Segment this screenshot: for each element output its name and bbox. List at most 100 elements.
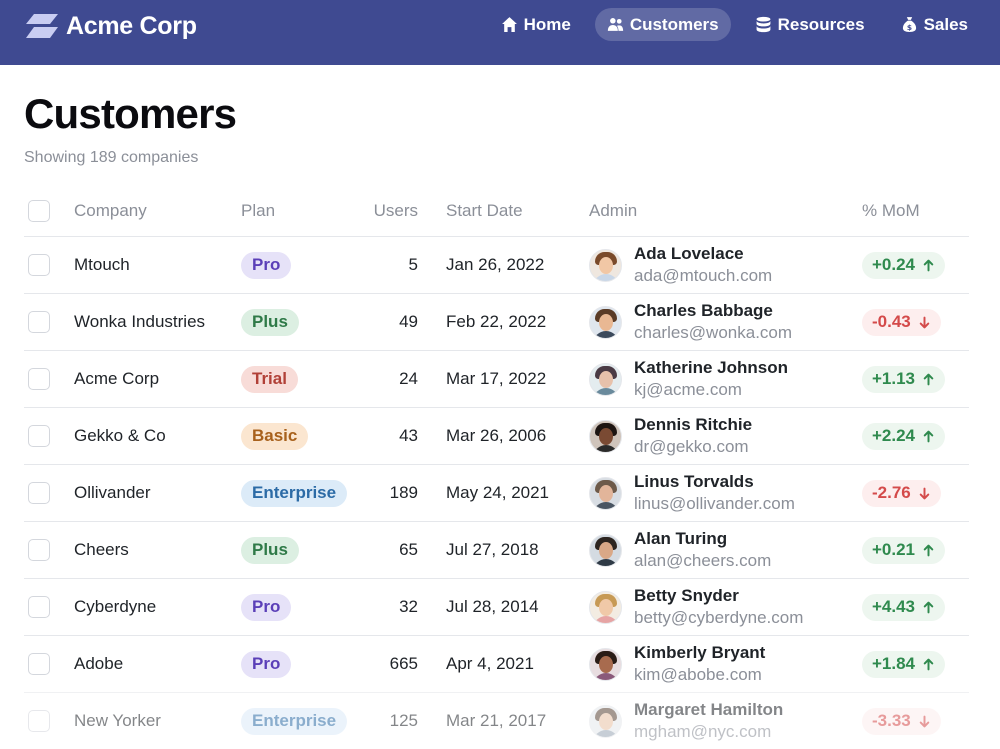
admin-email[interactable]: kj@acme.com <box>634 380 742 399</box>
svg-text:$: $ <box>906 23 911 32</box>
plan-badge: Plus <box>241 308 299 336</box>
row-checkbox[interactable] <box>28 254 50 276</box>
arrow-up-icon <box>923 601 934 613</box>
brand-name: Acme Corp <box>66 11 197 40</box>
avatar <box>589 476 622 510</box>
mom-value: +1.13 <box>872 369 916 388</box>
arrow-up-icon <box>923 373 934 385</box>
table-row[interactable]: New Yorker Enterprise 125 Mar 21, 2017 Marga… <box>24 692 969 749</box>
brand[interactable]: Acme Corp <box>24 10 197 42</box>
admin-email[interactable]: dr@gekko.com <box>634 437 749 456</box>
admin-email[interactable]: betty@cyberdyne.com <box>634 608 804 627</box>
nav-resources-label: Resources <box>777 14 865 34</box>
nav-customers[interactable]: Customers <box>594 8 731 41</box>
table-row[interactable]: Adobe Pro 665 Apr 4, 2021 Kimberly Bryant kim… <box>24 635 969 692</box>
mom-badge: +4.43 <box>862 593 946 621</box>
mom-badge: +1.84 <box>862 650 946 678</box>
users-count: 24 <box>399 369 418 388</box>
plan-badge: Basic <box>241 422 309 450</box>
arrow-down-icon <box>919 715 930 727</box>
column-header-company[interactable]: Company <box>74 201 147 220</box>
plan-badge: Enterprise <box>241 707 348 735</box>
admin-name: Alan Turing <box>634 529 728 548</box>
admin-email[interactable]: alan@cheers.com <box>634 551 772 570</box>
company-name: Cheers <box>74 540 129 559</box>
nav-home[interactable]: Home <box>489 8 583 41</box>
mom-badge: -0.43 <box>862 308 941 336</box>
admin-name: Linus Torvalds <box>634 472 754 491</box>
row-checkbox[interactable] <box>28 311 50 333</box>
users-icon <box>607 18 623 31</box>
column-header-start-date[interactable]: Start Date <box>446 201 523 220</box>
company-name: Mtouch <box>74 255 130 274</box>
arrow-up-icon <box>923 430 934 442</box>
table-row[interactable]: Gekko & Co Basic 43 Mar 26, 2006 Dennis Ritc… <box>24 407 969 464</box>
users-count: 49 <box>399 312 418 331</box>
plan-badge: Pro <box>241 650 292 678</box>
mom-badge: +1.13 <box>862 365 946 393</box>
users-count: 32 <box>399 597 418 616</box>
admin-email[interactable]: kim@abobe.com <box>634 665 762 684</box>
start-date: Mar 26, 2006 <box>446 426 547 445</box>
arrow-up-icon <box>923 259 934 271</box>
column-header-users[interactable]: Users <box>373 201 418 220</box>
mom-badge: -3.33 <box>862 707 941 735</box>
avatar <box>589 704 622 738</box>
company-name: Cyberdyne <box>74 597 157 616</box>
admin-email[interactable]: mgham@nyc.com <box>634 722 772 741</box>
users-count: 189 <box>389 483 418 502</box>
mom-badge: -2.76 <box>862 479 941 507</box>
acme-logo-icon <box>26 14 58 38</box>
nav-sales[interactable]: $ Sales <box>889 8 980 41</box>
admin-email[interactable]: linus@ollivander.com <box>634 494 795 513</box>
admin-name: Dennis Ritchie <box>634 415 753 434</box>
start-date: Jan 26, 2022 <box>446 255 545 274</box>
company-name: New Yorker <box>74 711 161 730</box>
company-name: Acme Corp <box>74 369 160 388</box>
users-count: 43 <box>399 426 418 445</box>
avatar <box>589 419 622 453</box>
column-header-mom[interactable]: % MoM <box>862 201 920 220</box>
table-row[interactable]: Cyberdyne Pro 32 Jul 28, 2014 Betty Snyder be… <box>24 578 969 635</box>
table-row[interactable]: Mtouch Pro 5 Jan 26, 2022 Ada Lovelace ada@mt… <box>24 236 969 293</box>
nav-sales-label: Sales <box>923 14 968 34</box>
mom-badge: +2.24 <box>862 422 946 450</box>
column-header-plan[interactable]: Plan <box>241 201 276 220</box>
company-name: Ollivander <box>74 483 151 502</box>
row-checkbox[interactable] <box>28 539 50 561</box>
users-count: 665 <box>389 654 418 673</box>
row-checkbox[interactable] <box>28 425 50 447</box>
row-checkbox[interactable] <box>28 710 50 732</box>
avatar <box>589 590 622 624</box>
main-nav: Home Customers Resources $ Sales <box>489 8 980 41</box>
row-checkbox[interactable] <box>28 653 50 675</box>
table-row[interactable]: Cheers Plus 65 Jul 27, 2018 Alan Turing alan@… <box>24 521 969 578</box>
nav-resources[interactable]: Resources <box>743 8 877 41</box>
mom-value: -2.76 <box>872 483 911 502</box>
admin-name: Betty Snyder <box>634 586 739 605</box>
page-subtitle: Showing 189 companies <box>24 149 199 166</box>
avatar <box>589 362 622 396</box>
start-date: May 24, 2021 <box>446 483 550 502</box>
mom-value: -3.33 <box>872 711 911 730</box>
company-name: Wonka Industries <box>74 312 206 331</box>
avatar <box>589 533 622 567</box>
table-row[interactable]: Acme Corp Trial 24 Mar 17, 2022 Katherine Jo… <box>24 350 969 407</box>
column-header-admin[interactable]: Admin <box>589 201 638 220</box>
select-all-checkbox[interactable] <box>28 200 50 222</box>
arrow-up-icon <box>923 658 934 670</box>
admin-email[interactable]: ada@mtouch.com <box>634 266 773 285</box>
plan-badge: Pro <box>241 593 292 621</box>
database-icon <box>756 16 771 33</box>
company-name: Adobe <box>74 654 124 673</box>
arrow-down-icon <box>919 487 930 499</box>
table-row[interactable]: Wonka Industries Plus 49 Feb 22, 2022 Charle… <box>24 293 969 350</box>
table-row[interactable]: Ollivander Enterprise 189 May 24, 2021 Linus… <box>24 464 969 521</box>
row-checkbox[interactable] <box>28 596 50 618</box>
company-name: Gekko & Co <box>74 426 166 445</box>
mom-value: -0.43 <box>872 312 911 331</box>
start-date: Feb 22, 2022 <box>446 312 547 331</box>
row-checkbox[interactable] <box>28 368 50 390</box>
row-checkbox[interactable] <box>28 482 50 504</box>
admin-email[interactable]: charles@wonka.com <box>634 323 793 342</box>
